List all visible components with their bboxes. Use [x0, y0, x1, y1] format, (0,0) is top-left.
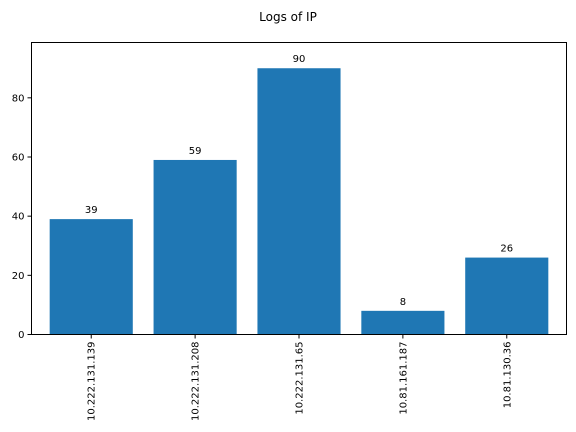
bar [257, 68, 341, 335]
data-labels-group: 39 59 90 8 26 [85, 54, 513, 308]
bar-value-label: 39 [85, 205, 98, 216]
bar [153, 159, 237, 335]
y-tick-label: 0 [18, 330, 24, 341]
y-tick-label: 60 [12, 152, 25, 163]
x-tick-label: 10.222.131.139 [87, 342, 98, 422]
plot-frame [31, 42, 567, 335]
bar [465, 257, 549, 335]
bar-value-label: 26 [500, 244, 513, 255]
y-tick-label: 80 [12, 93, 25, 104]
bar [49, 219, 133, 335]
chart-title: Logs of IP [259, 10, 317, 24]
y-tick-label: 40 [12, 212, 25, 223]
x-tick-label: 10.81.130.36 [502, 342, 513, 409]
x-tick-label: 10.81.161.187 [398, 342, 409, 415]
bars-group [49, 68, 549, 335]
y-tick-label: 20 [12, 271, 25, 282]
bar-value-label: 8 [400, 297, 406, 308]
bar-value-label: 90 [293, 54, 306, 65]
x-axis: 10.222.131.139 10.222.131.208 10.222.131.6… [87, 334, 513, 422]
bar-value-label: 59 [189, 146, 202, 157]
x-tick-label: 10.222.131.208 [191, 342, 202, 422]
y-axis: 0 20 40 60 80 [12, 93, 32, 341]
bar [361, 310, 445, 335]
x-tick-label: 10.222.131.65 [295, 342, 306, 415]
